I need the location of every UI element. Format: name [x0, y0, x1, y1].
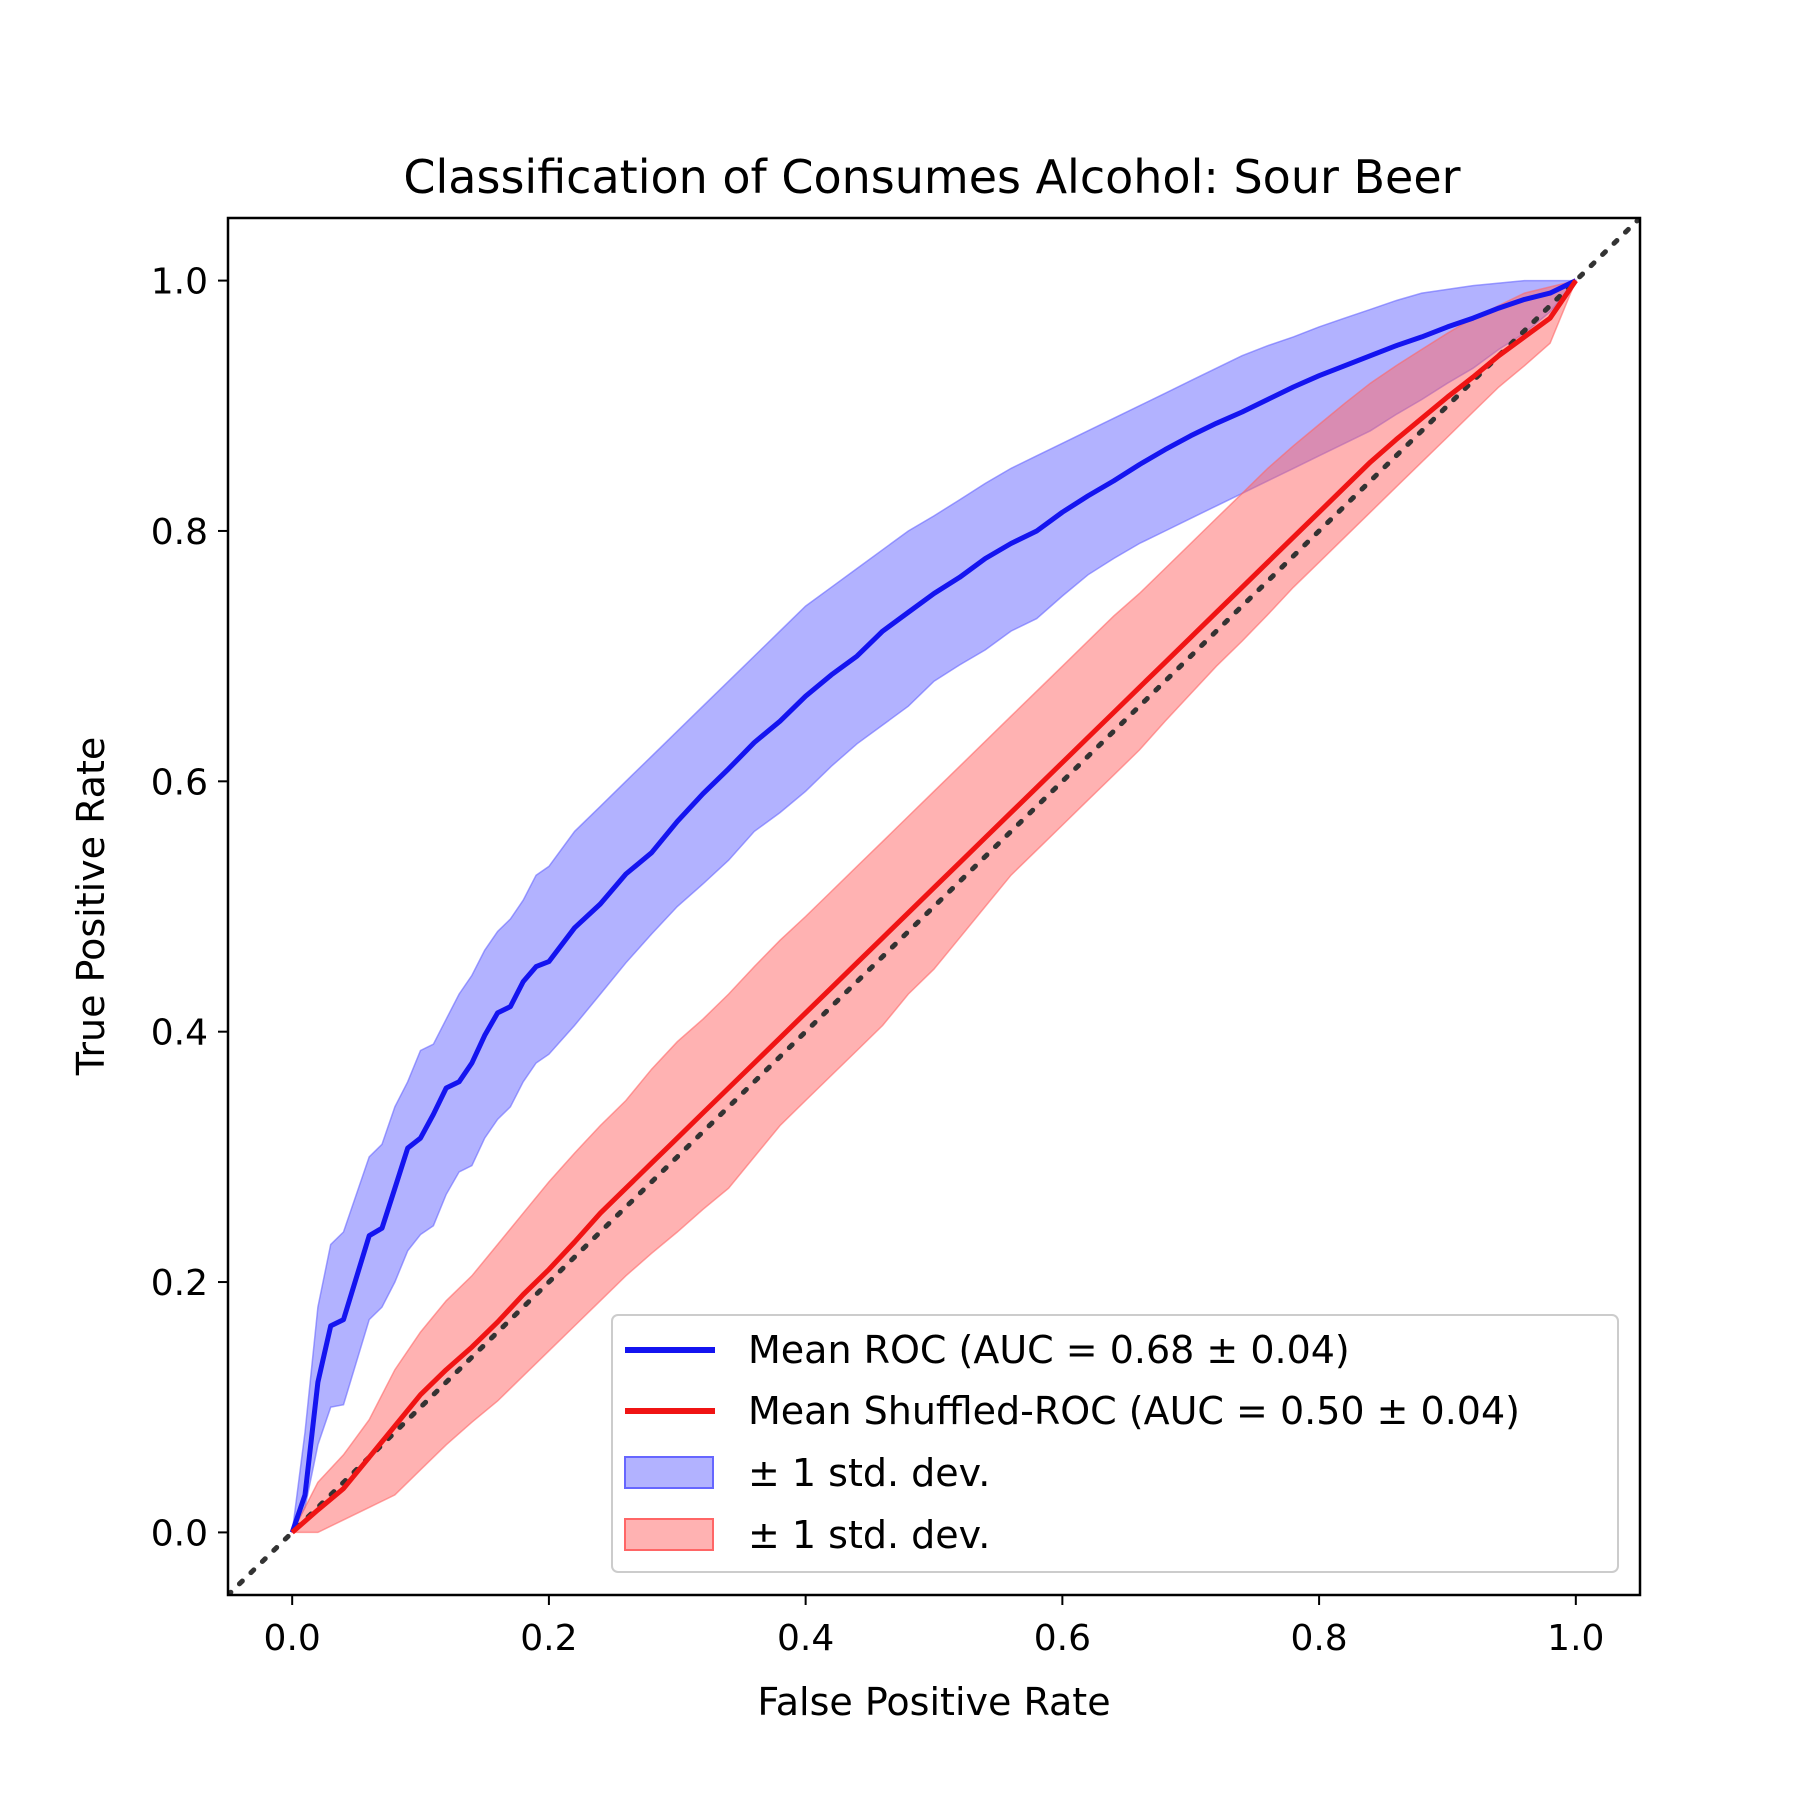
- y-tick-label: 0.4: [151, 1013, 208, 1054]
- y-tick-label: 0.6: [151, 762, 208, 803]
- legend-label-mean-shuffled-roc: Mean Shuffled-ROC (AUC = 0.50 ± 0.04): [748, 1389, 1520, 1433]
- chart-title: Classification of Consumes Alcohol: Sour…: [403, 150, 1460, 204]
- x-tick-label: 0.4: [777, 1618, 834, 1659]
- legend-label-mean-roc: Mean ROC (AUC = 0.68 ± 0.04): [748, 1328, 1350, 1372]
- x-axis-ticks: 0.0 0.2 0.4 0.6 0.8 1.0: [264, 1595, 1604, 1659]
- legend: Mean ROC (AUC = 0.68 ± 0.04) Mean Shuffl…: [611, 1314, 1619, 1573]
- legend-swatch-roc-band: [624, 1456, 714, 1489]
- legend-box: [611, 1314, 1619, 1573]
- y-tick-label: 0.2: [151, 1263, 208, 1304]
- x-axis-label: False Positive Rate: [757, 1680, 1110, 1724]
- roc-lines: [289, 278, 1578, 1535]
- legend-label-shuffled-band: ± 1 std. dev.: [748, 1513, 990, 1557]
- x-tick-label: 0.2: [520, 1618, 577, 1659]
- y-axis-label: True Positive Rate: [69, 737, 113, 1077]
- y-axis-ticks: 0.0 0.2 0.4 0.6 0.8 1.0: [151, 262, 228, 1554]
- legend-swatch-shuffled-band: [624, 1518, 714, 1551]
- y-tick-label: 0.8: [151, 512, 208, 553]
- y-tick-label: 1.0: [151, 262, 208, 303]
- plot-frame: [226, 216, 1642, 1597]
- y-tick-label: 0.0: [151, 1513, 208, 1554]
- mean-shuffled-roc-line: [290, 279, 1578, 1535]
- x-tick-label: 0.6: [1034, 1618, 1091, 1659]
- x-tick-label: 0.0: [264, 1618, 321, 1659]
- x-tick-label: 0.8: [1290, 1618, 1347, 1659]
- x-tick-label: 1.0: [1547, 1618, 1604, 1659]
- legend-label-roc-band: ± 1 std. dev.: [748, 1451, 990, 1495]
- mean-roc-line: [289, 278, 1577, 1534]
